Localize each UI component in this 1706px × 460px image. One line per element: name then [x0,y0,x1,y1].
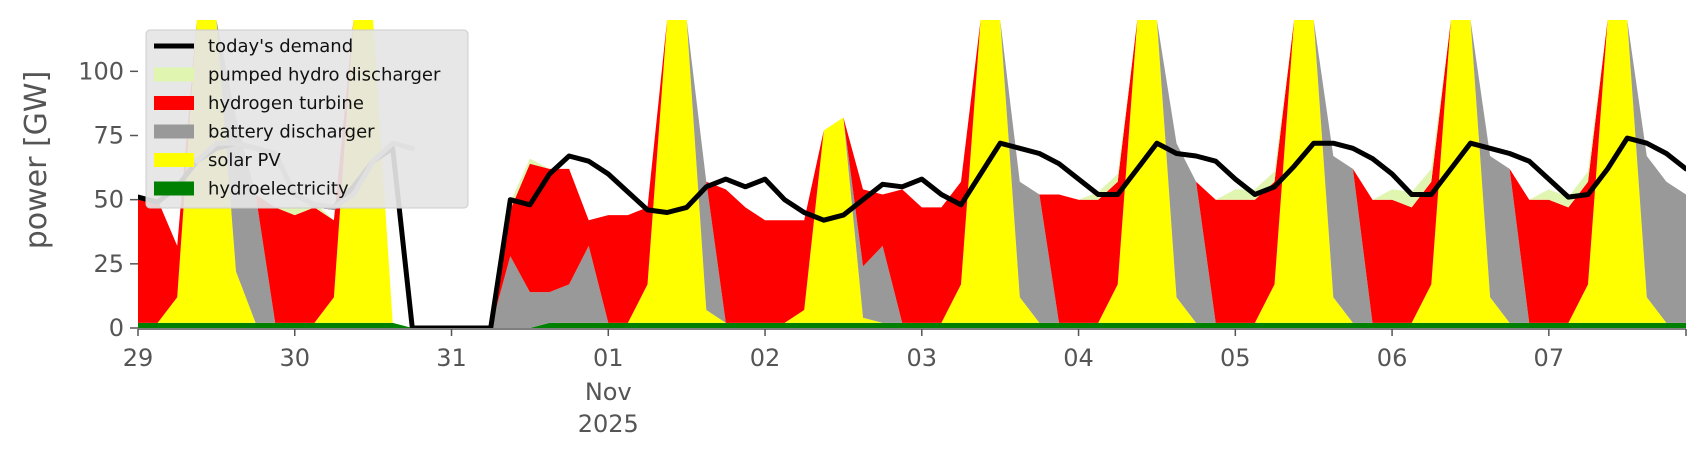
legend-label: today's demand [208,36,353,57]
y-tick-label: 25 [93,250,124,278]
legend-label: solar PV [208,150,281,171]
legend-swatch [154,181,194,196]
x-tick-label: 04 [1063,344,1094,372]
y-axis-label: power [GW] [19,71,54,250]
x-tick-sublabel: 2025 [578,410,639,438]
area-series-layer [138,20,1686,328]
legend-label: hydrogen turbine [208,93,364,114]
x-tick-label: 29 [123,344,154,372]
x-tick-label: 30 [279,344,310,372]
x-tick-label: 01 [593,344,624,372]
area-hydrogen-turbine [138,20,1686,328]
area-hydroelectricity [138,322,1686,328]
y-tick-label: 75 [93,122,124,150]
legend-label: hydroelectricity [208,179,349,200]
x-axis: 29 30 31 01 02 03 04 05 06 07 Nov 2025 [123,328,1687,438]
area-solar-pv [138,20,1686,328]
y-tick-label: 100 [78,57,124,85]
x-tick-label: 02 [750,344,781,372]
legend-swatch [154,67,194,82]
legend-swatch [154,124,194,139]
x-tick-sublabel: Nov [585,378,632,406]
x-tick-label: 03 [907,344,938,372]
x-tick-label: 05 [1220,344,1251,372]
legend-swatch [154,96,194,110]
legend-label: battery discharger [208,122,375,143]
y-axis: 0 25 50 75 100 [78,57,138,342]
legend-swatch [154,153,194,167]
x-tick-label: 31 [436,344,467,372]
y-tick-label: 0 [109,314,124,342]
legend: today's demand pumped hydro discharger hyd… [145,29,469,209]
x-tick-label: 07 [1534,344,1565,372]
legend-box [145,29,469,209]
legend-label: pumped hydro discharger [208,65,441,86]
y-tick-label: 50 [93,186,124,214]
x-tick-label: 06 [1377,344,1408,372]
